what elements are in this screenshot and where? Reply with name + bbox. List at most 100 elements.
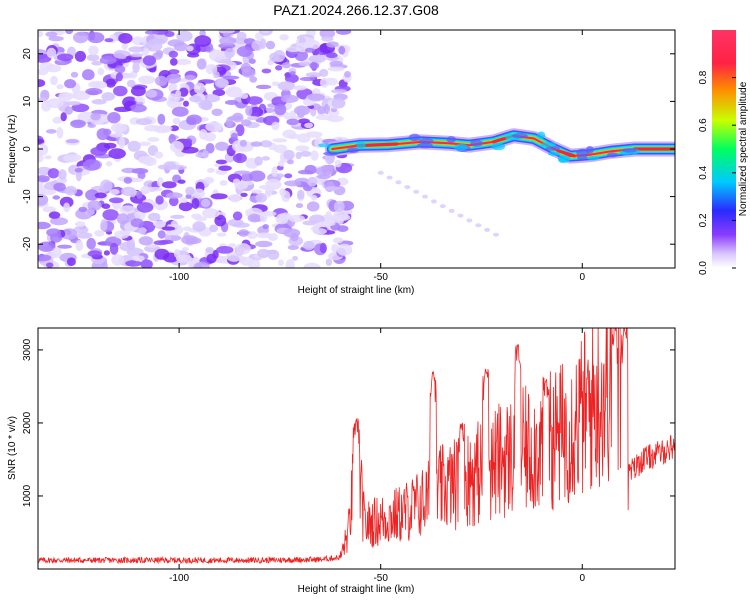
noise-blob [193,82,206,95]
noise-blob [283,228,301,238]
noise-blob [295,203,304,209]
noise-blob [136,191,143,199]
noise-blob [138,236,154,246]
noise-blob [192,188,205,199]
noise-blob [226,251,243,262]
noise-blob [251,40,263,51]
noise-blob [58,169,67,180]
noise-blob [147,212,161,222]
noise-blob [192,221,206,232]
noise-blob [104,38,114,43]
noise-blob [241,68,256,78]
noise-blob [180,146,199,154]
noise-blob [235,243,251,255]
noise-blob [97,67,105,76]
spectrogram-x-axis-label: Height of straight line (km) [298,285,415,296]
noise-blob [75,240,84,252]
noise-blob [111,254,125,266]
noise-blob [46,262,54,268]
noise-blob [45,31,58,38]
ridge-blob [621,148,638,153]
noise-blob [254,156,263,166]
ridge-blob [355,142,366,149]
noise-blob [194,35,212,47]
noise-blob [271,166,278,177]
noise-blob [246,96,263,105]
spectrogram-y-tick-label: 20 [22,48,33,60]
noise-blob [73,226,89,234]
noise-blob [315,166,334,176]
figure-title: PAZ1.2024.266.12.37.G08 [273,2,439,18]
noise-blob [135,118,152,126]
noise-blob [179,197,188,204]
noise-blob [103,250,110,256]
noise-blob [202,94,221,103]
noise-blob [219,180,228,186]
ridge-blob [446,136,457,143]
ridge-blob [417,142,433,149]
noise-blob [185,138,193,145]
noise-blob [219,36,237,46]
noise-blob [184,74,196,81]
noise-blob [102,209,119,221]
streak-blob [475,223,482,228]
noise-blob [119,241,136,252]
spectrogram-y-tick-label: -10 [22,189,33,204]
noise-blob [74,221,86,228]
noise-blob [278,259,284,266]
noise-blob [194,216,208,221]
noise-blob [311,194,318,201]
noise-blob [105,161,113,167]
noise-blob [60,112,67,122]
noise-blob [303,262,321,268]
noise-blob [283,149,295,160]
colorbar-ticks: 0.0 0.2 0.4 0.6 0.8 [698,70,736,275]
noise-blob [265,249,278,254]
noise-blob [175,58,192,65]
noise-blob [215,159,228,165]
noise-blob [82,159,101,171]
snr-y-ticks: 1000 2000 3000 [22,338,675,507]
noise-blob [214,214,227,227]
noise-blob [212,89,226,97]
noise-blob [305,131,323,138]
noise-blob [284,173,293,179]
noise-blob [173,42,188,52]
noise-blob [186,114,202,125]
noise-blob [304,122,313,128]
noise-blob [154,151,164,159]
noise-blob [86,237,96,250]
ridge-blob [408,133,421,142]
ridge-blob [558,157,568,163]
noise-blob [115,72,123,82]
noise-blob [250,141,263,147]
noise-blob [52,195,61,200]
noise-blob [185,186,195,196]
noise-blob [242,180,254,186]
noise-blob [168,50,178,58]
noise-blob [58,91,73,102]
noise-blob [292,255,299,261]
noise-blob [44,155,52,160]
streak-blob [395,180,402,185]
noise-blob [213,71,220,79]
noise-blob [99,56,117,65]
noise-blob [307,93,326,101]
noise-blob [297,189,305,200]
noise-blob [142,55,156,66]
noise-blob [205,143,215,154]
noise-blob [247,213,261,223]
noise-blob [38,181,44,188]
noise-blob [181,235,199,245]
noise-blob [187,52,200,58]
noise-blob [139,141,151,147]
noise-blob [189,95,202,103]
noise-blob [210,193,228,200]
noise-blob [88,81,101,88]
noise-blob [328,109,340,117]
noise-blob [155,50,164,57]
streak-blob [484,227,491,232]
noise-blob [216,232,227,237]
noise-blob [293,85,307,91]
snr-y-tick-label: 2000 [22,411,33,434]
